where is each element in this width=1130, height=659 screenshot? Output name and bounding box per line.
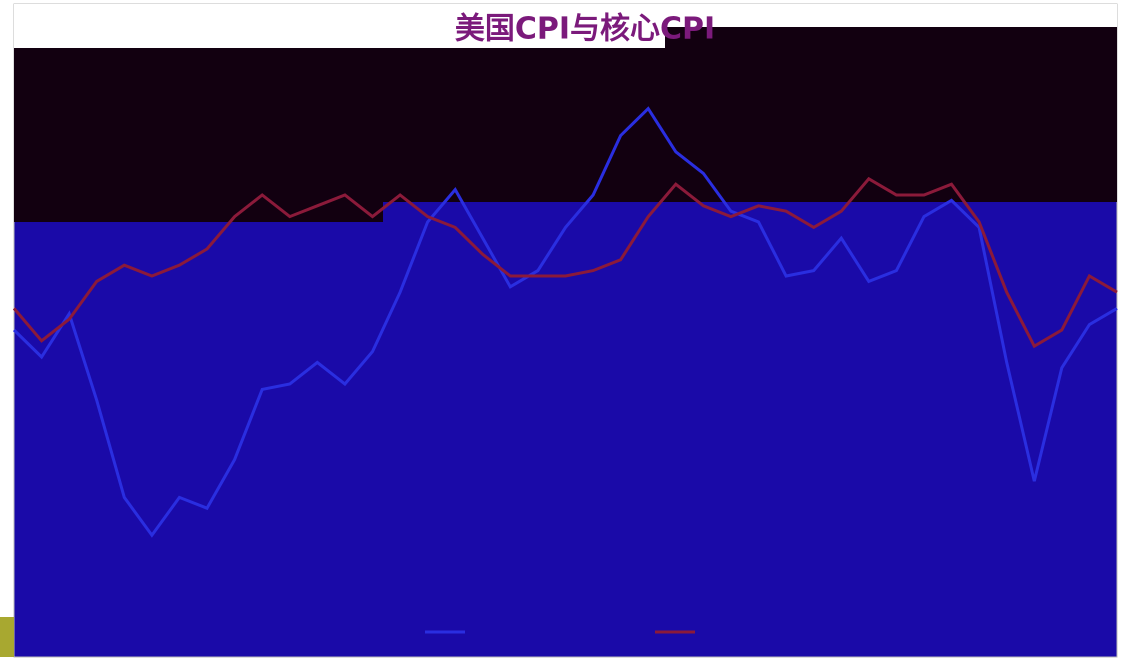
dark-region <box>14 27 1117 222</box>
side-tab <box>0 617 14 657</box>
data-line <box>12 106 1118 538</box>
data-line <box>12 176 1118 349</box>
chart-title: 美国CPI与核心CPI <box>455 12 715 47</box>
series-group <box>12 106 1118 538</box>
